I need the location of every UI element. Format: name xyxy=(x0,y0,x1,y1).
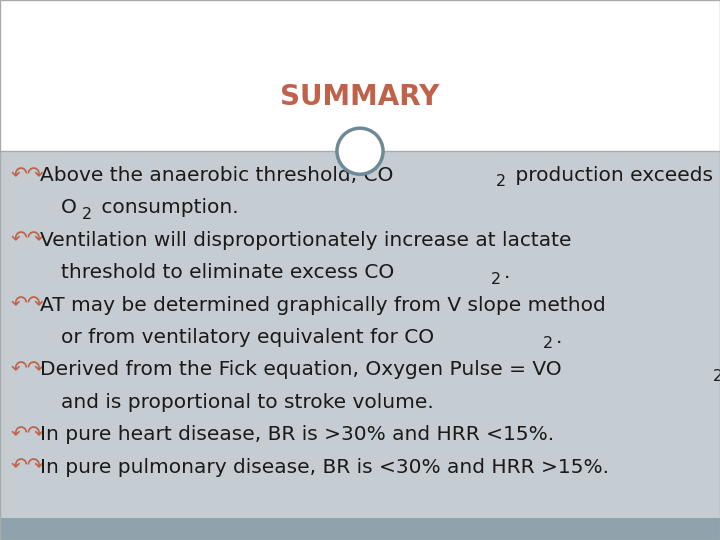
Bar xyxy=(0,518,720,540)
Text: Derived from the Fick equation, Oxygen Pulse = VO: Derived from the Fick equation, Oxygen P… xyxy=(40,360,561,380)
Text: Above the anaerobic threshold, CO: Above the anaerobic threshold, CO xyxy=(40,166,393,185)
Text: O: O xyxy=(61,198,77,218)
Text: ↶↷: ↶↷ xyxy=(11,457,45,477)
Text: ↶↷: ↶↷ xyxy=(11,360,45,380)
Text: .: . xyxy=(504,263,510,282)
Text: In pure heart disease, BR is >30% and HRR <15%.: In pure heart disease, BR is >30% and HR… xyxy=(40,425,554,444)
Bar xyxy=(0,151,720,540)
Text: 2: 2 xyxy=(491,272,501,287)
Text: 2: 2 xyxy=(543,336,553,352)
Text: consumption.: consumption. xyxy=(95,198,238,218)
Text: ↶↷: ↶↷ xyxy=(11,166,45,185)
Text: ↶↷: ↶↷ xyxy=(11,295,45,315)
Text: and is proportional to stroke volume.: and is proportional to stroke volume. xyxy=(61,393,434,412)
Text: ↶↷: ↶↷ xyxy=(11,231,45,250)
Text: In pure pulmonary disease, BR is <30% and HRR >15%.: In pure pulmonary disease, BR is <30% an… xyxy=(40,457,608,477)
Ellipse shape xyxy=(337,128,383,174)
Text: production exceeds: production exceeds xyxy=(508,166,713,185)
Text: 2: 2 xyxy=(713,369,720,384)
Text: 2: 2 xyxy=(495,174,505,190)
Text: threshold to eliminate excess CO: threshold to eliminate excess CO xyxy=(61,263,395,282)
Text: Ventilation will disproportionately increase at lactate: Ventilation will disproportionately incr… xyxy=(40,231,571,250)
Text: 2: 2 xyxy=(81,207,92,222)
Text: or from ventilatory equivalent for CO: or from ventilatory equivalent for CO xyxy=(61,328,434,347)
Text: SUMMARY: SUMMARY xyxy=(280,83,440,111)
Text: ↶↷: ↶↷ xyxy=(11,425,45,444)
Text: AT may be determined graphically from V slope method: AT may be determined graphically from V … xyxy=(40,295,606,315)
Text: .: . xyxy=(556,328,562,347)
